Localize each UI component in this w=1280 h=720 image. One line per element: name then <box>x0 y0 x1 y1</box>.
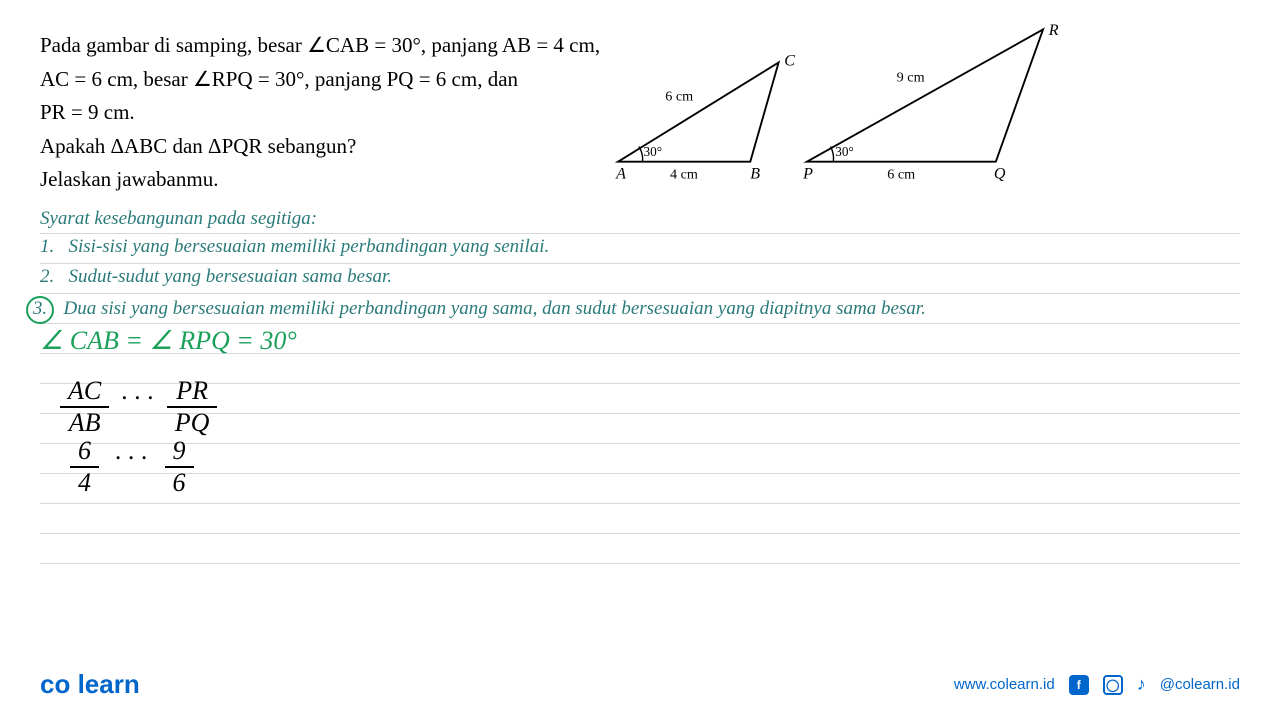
label-angle-p: 30° <box>835 144 854 159</box>
footer-handle: @colearn.id <box>1160 676 1240 693</box>
vertex-a: A <box>615 166 626 183</box>
footer: co learn www.colearn.id f ◯ ♪ @colearn.i… <box>0 669 1280 700</box>
problem-line-1: Pada gambar di samping, besar ∠CAB = 30°… <box>40 30 610 62</box>
label-angle-a: 30° <box>644 144 663 159</box>
work-frac-row1: ACAB . . . PRPQ <box>60 376 217 438</box>
work-eq1: ∠ CAB = ∠ RPQ = 30° <box>40 326 297 356</box>
note-2-num: 2. <box>40 266 54 287</box>
vertex-p: P <box>802 166 813 183</box>
label-pr: 9 cm <box>897 69 925 85</box>
note-1-num: 1. <box>40 236 54 257</box>
note-1: Sisi-sisi yang bersesuaian memiliki perb… <box>69 236 550 257</box>
vertex-r: R <box>1048 22 1059 39</box>
notes-area: Syarat kesebangunan pada segitiga: 1. Si… <box>40 204 1240 594</box>
label-ac: 6 cm <box>665 88 693 104</box>
problem-line-5: Jelaskan jawabanmu. <box>40 164 610 196</box>
vertex-c: C <box>784 52 795 69</box>
problem-line-3: PR = 9 cm. <box>40 97 610 129</box>
triangles-diagram: A B C 4 cm 6 cm 30° P Q R 6 cm 9 cm 30° <box>600 20 1080 190</box>
vertex-q: Q <box>994 166 1006 183</box>
note-3-num-circled: 3. <box>26 296 54 324</box>
problem-line-4: Apakah ΔABC dan ΔPQR sebangun? <box>40 131 610 163</box>
label-ab: 4 cm <box>670 167 698 183</box>
label-pq: 6 cm <box>887 167 915 183</box>
problem-line-2: AC = 6 cm, besar ∠RPQ = 30°, panjang PQ … <box>40 64 610 96</box>
facebook-icon: f <box>1069 675 1089 695</box>
problem-statement: Pada gambar di samping, besar ∠CAB = 30°… <box>40 30 610 196</box>
footer-url: www.colearn.id <box>954 676 1055 693</box>
notes-header: Syarat kesebangunan pada segitiga: <box>40 208 317 230</box>
note-3: Dua sisi yang bersesuaian memiliki perba… <box>64 298 926 319</box>
note-2: Sudut-sudut yang bersesuaian sama besar. <box>69 266 393 287</box>
tiktok-icon: ♪ <box>1137 674 1146 695</box>
work-frac-row2: 64 . . . 96 <box>70 436 194 498</box>
logo: co learn <box>40 669 140 700</box>
vertex-b: B <box>750 166 760 183</box>
instagram-icon: ◯ <box>1103 675 1123 695</box>
